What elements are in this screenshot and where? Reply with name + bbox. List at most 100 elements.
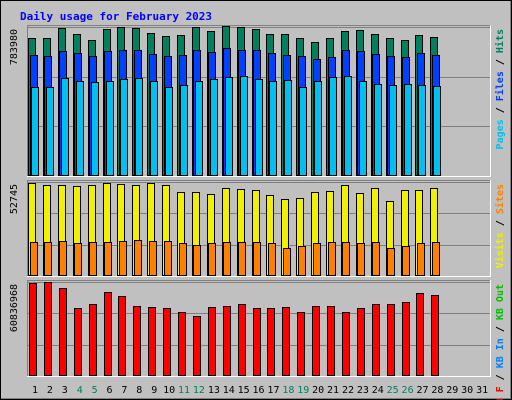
bar-sites-day-10: [164, 241, 172, 276]
legend-separator: /: [495, 214, 506, 232]
bar-pages-day-1: [31, 87, 39, 176]
bar-kb-f-day-5: [89, 304, 97, 376]
bar-pages-day-17: [269, 81, 277, 176]
bar-kb-f-day-14: [223, 306, 231, 376]
bar-sites-day-12: [193, 245, 201, 276]
x-tick-label: 1: [32, 385, 38, 396]
bar-kb-f-day-27: [416, 293, 424, 376]
legend-separator: /: [495, 320, 506, 338]
bar-pages-day-13: [210, 79, 218, 176]
bar-pages-day-20: [314, 81, 322, 176]
bar-pages-day-27: [418, 85, 426, 176]
bar-pages-day-16: [255, 79, 263, 176]
x-tick-label: 16: [253, 385, 265, 396]
bar-sites-day-4: [74, 243, 82, 276]
bar-pages-day-12: [195, 81, 203, 176]
bar-sites-day-2: [44, 242, 52, 276]
bar-sites-day-9: [149, 241, 157, 276]
bar-kb-f-day-16: [253, 308, 261, 376]
x-tick-label: 26: [402, 385, 414, 396]
bar-kb-f-day-2: [44, 282, 52, 376]
bar-kb-f-day-23: [357, 308, 365, 376]
bar-sites-day-3: [59, 241, 67, 276]
bar-kb-f-day-25: [387, 304, 395, 376]
bar-sites-day-22: [342, 242, 350, 276]
bar-kb-f-day-6: [104, 292, 112, 376]
x-tick-label: 13: [208, 385, 220, 396]
bar-sites-day-14: [223, 242, 231, 276]
bar-pages-day-15: [240, 76, 248, 176]
x-tick-label: 18: [282, 385, 294, 396]
bar-sites-day-17: [268, 243, 276, 276]
bar-pages-day-22: [344, 76, 352, 176]
bar-pages-day-9: [150, 81, 158, 176]
x-tick-label: 4: [77, 385, 83, 396]
bar-kb-f-day-20: [312, 306, 320, 376]
bar-sites-day-15: [238, 242, 246, 276]
legend-kbytes: KB F / KB In / KB Out: [495, 284, 506, 400]
legend-kb-f: KB F: [495, 386, 506, 400]
bar-sites-day-13: [208, 243, 216, 276]
bar-kb-f-day-9: [148, 307, 156, 376]
legend-visits-sites: Visits / Sites: [494, 184, 506, 268]
x-tick-label: 6: [107, 385, 113, 396]
legend-hits-files-pages: Pages / Files / Hits: [494, 29, 506, 149]
x-tick-label: 3: [62, 385, 68, 396]
x-tick-label: 9: [151, 385, 157, 396]
x-tick-label: 24: [372, 385, 384, 396]
x-tick-label: 12: [193, 385, 205, 396]
bar-kb-f-day-24: [372, 304, 380, 376]
legend-kb-out: KB Out: [495, 284, 506, 320]
x-tick-label: 28: [431, 385, 443, 396]
bar-pages-day-3: [61, 78, 69, 176]
legend-pages: Pages: [495, 119, 506, 149]
bar-kb-f-day-18: [282, 307, 290, 376]
x-tick-label: 25: [387, 385, 399, 396]
bar-sites-day-7: [119, 241, 127, 276]
legend-files: Files: [494, 71, 506, 101]
bar-kb-f-day-22: [342, 312, 350, 376]
x-tick-label: 2: [47, 385, 53, 396]
x-tick-label: 22: [342, 385, 354, 396]
x-tick-label: 15: [238, 385, 250, 396]
bar-pages-day-7: [120, 79, 128, 176]
bar-sites-day-20: [313, 243, 321, 276]
bar-sites-day-8: [134, 240, 142, 276]
x-tick-label: 30: [461, 385, 473, 396]
bar-kb-f-day-13: [208, 307, 216, 376]
bar-sites-day-18: [283, 248, 291, 276]
bar-kb-f-day-26: [402, 302, 410, 376]
bar-pages-day-19: [299, 87, 307, 176]
bar-sites-day-26: [402, 246, 410, 276]
bar-sites-day-19: [298, 246, 306, 276]
bar-kb-f-day-21: [327, 306, 335, 376]
x-tick-label: 17: [267, 385, 279, 396]
bar-sites-day-24: [372, 242, 380, 276]
x-tick-label: 21: [327, 385, 339, 396]
bar-sites-day-25: [387, 248, 395, 276]
bar-pages-day-24: [374, 84, 382, 176]
bar-pages-day-2: [46, 87, 54, 176]
x-tick-label: 11: [178, 385, 190, 396]
bar-kb-f-day-15: [238, 304, 246, 376]
legend-separator: /: [495, 101, 506, 119]
bar-pages-day-14: [225, 77, 233, 176]
ymax-label: 783980: [9, 29, 20, 65]
x-tick-label: 19: [297, 385, 309, 396]
bar-kb-f-day-1: [29, 283, 37, 376]
x-tick-label: 8: [136, 385, 142, 396]
bar-sites-day-21: [328, 242, 336, 276]
bar-pages-day-6: [106, 81, 114, 176]
bar-pages-day-26: [404, 84, 412, 176]
bar-kb-f-day-12: [193, 316, 201, 376]
x-tick-label: 31: [476, 385, 488, 396]
legend-hits: Hits: [494, 29, 506, 53]
x-tick-label: 29: [446, 385, 458, 396]
bar-kb-f-day-10: [163, 308, 171, 376]
bar-sites-day-6: [104, 242, 112, 276]
ymax-label: 60836968: [9, 284, 20, 332]
bar-pages-day-18: [284, 80, 292, 176]
x-tick-label: 27: [416, 385, 428, 396]
bar-kb-f-day-7: [118, 296, 126, 376]
bar-pages-day-23: [359, 81, 367, 176]
